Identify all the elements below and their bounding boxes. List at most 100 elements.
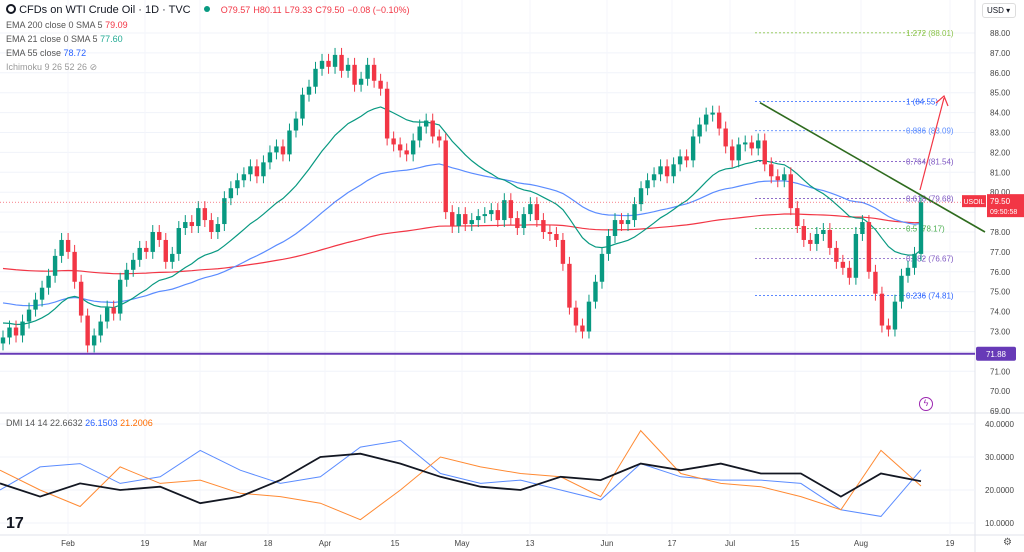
candle-body [202, 208, 208, 221]
price-tick: 69.00 [990, 407, 1011, 416]
candle-body [638, 188, 644, 205]
candle-body [534, 204, 540, 221]
currency-select[interactable]: USD ▾ [982, 3, 1016, 18]
price-tick: 75.00 [990, 288, 1011, 297]
fib-level-label: 0.886 (83.09) [906, 127, 954, 136]
candle-body [254, 166, 260, 177]
price-tick: 82.00 [990, 148, 1011, 157]
candle-body [137, 247, 142, 260]
ema21-line [2, 106, 922, 326]
fib-level-label: 1 (84.55) [906, 98, 938, 107]
candle-body [104, 307, 110, 322]
ema55-line [2, 163, 922, 307]
candle-body [664, 166, 670, 177]
time-tick: Apr [319, 539, 332, 548]
candle-body [287, 130, 292, 155]
indicator-value: 77.60 [100, 34, 123, 44]
lightning-icon[interactable]: ϟ [919, 397, 933, 411]
price-tick: 84.00 [990, 109, 1011, 118]
candle-body [586, 301, 592, 332]
candle-body [39, 287, 45, 300]
dmi-tick: 20.0000 [985, 486, 1014, 495]
candle-body [775, 176, 780, 181]
fib-level-label: 0.382 (76.67) [906, 254, 954, 263]
hidden-eye-icon[interactable]: ⊘ [89, 62, 98, 72]
candle-body [508, 200, 514, 219]
candle-body [131, 259, 136, 270]
time-tick: 15 [391, 539, 400, 548]
candle-body [235, 180, 240, 189]
ohlc-high: H80.11 [253, 5, 282, 15]
candle-body [554, 233, 559, 240]
fib-level-label: 1.272 (88.01) [906, 29, 954, 38]
candle-body [215, 224, 221, 232]
price-tick: 77.00 [990, 248, 1011, 257]
candle-body [65, 239, 71, 252]
candle-body [762, 140, 767, 165]
candle-body [78, 281, 84, 316]
candle-body [801, 226, 807, 240]
indicator-value: 79.09 [105, 20, 128, 30]
settings-icon[interactable]: ⚙ [1003, 537, 1012, 548]
candle-body [756, 140, 761, 149]
price-tick: 87.00 [990, 49, 1011, 58]
indicator-label: Ichimoku 9 26 52 26 [6, 62, 88, 72]
candle-body [319, 60, 325, 69]
indicator-ema55[interactable]: EMA 55 close 78.72 [6, 48, 86, 58]
candle-body [183, 222, 188, 229]
candle-body [606, 235, 611, 254]
candle-body [573, 307, 579, 326]
candle-body [827, 230, 833, 248]
price-tick: 86.00 [990, 69, 1011, 78]
time-tick: Jul [725, 539, 735, 548]
candle-body [716, 112, 722, 129]
candle-body [905, 267, 911, 276]
price-tick: 73.00 [990, 328, 1011, 337]
candle-body [378, 80, 383, 89]
candle-body [918, 202, 924, 254]
candle-body [847, 267, 852, 278]
indicator-ichimoku[interactable]: Ichimoku 9 26 52 26 ⊘ [6, 62, 97, 73]
candle-body [873, 271, 878, 294]
price-tick: 80.00 [990, 188, 1011, 197]
time-tick: Aug [854, 539, 868, 548]
indicator-label: EMA 55 close [6, 48, 62, 58]
candle-body [267, 152, 273, 163]
candle-body [98, 321, 103, 336]
candle-body [612, 220, 618, 236]
candle-body [437, 136, 442, 141]
candle-body [332, 54, 338, 67]
candle-body [599, 253, 605, 282]
dmi-label: DMI 14 14 [6, 418, 48, 428]
candle-body [476, 216, 481, 221]
last-price-tag [987, 194, 1024, 218]
candle-body [72, 251, 77, 282]
candle-body [33, 299, 38, 310]
candle-body [912, 253, 917, 268]
dmi-tick: 10.0000 [985, 519, 1014, 528]
candle-body [671, 164, 676, 177]
price-tick: 71.00 [990, 367, 1011, 376]
fib-level-label: 0.764 (81.54) [906, 158, 954, 167]
price-tick: 88.00 [990, 29, 1011, 38]
candle-body [326, 60, 331, 67]
candle-body [241, 174, 247, 181]
time-tick: 17 [668, 539, 677, 548]
last-price-label: 79.50 [990, 197, 1011, 206]
currency-label: USD [987, 6, 1004, 15]
price-tick: 83.00 [990, 129, 1011, 138]
candle-body [703, 114, 709, 125]
indicator-ema200[interactable]: EMA 200 close 0 SMA 5 79.09 [6, 20, 128, 30]
candle-body [580, 325, 585, 332]
dmi-legend[interactable]: DMI 14 14 22.6632 26.1503 21.2006 [6, 418, 153, 428]
time-tick: 15 [791, 539, 800, 548]
candle-body [417, 126, 422, 141]
candle-body [456, 214, 461, 227]
candle-body [814, 233, 820, 244]
indicator-ema21[interactable]: EMA 21 close 0 SMA 5 77.60 [6, 34, 123, 44]
candle-body [352, 64, 357, 85]
market-open-icon [203, 6, 210, 12]
candle-body [625, 220, 631, 225]
candle-body [729, 146, 735, 161]
